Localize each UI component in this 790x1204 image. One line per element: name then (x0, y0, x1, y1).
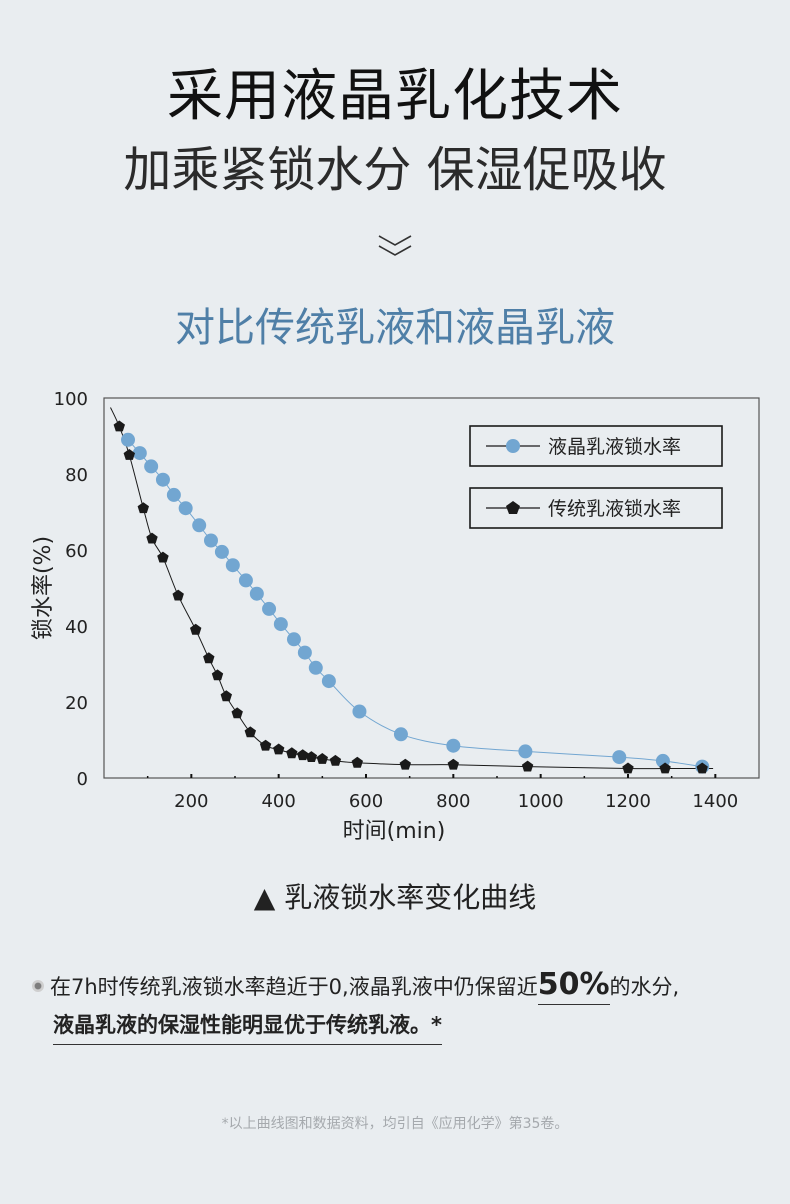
data-point-traditional (211, 669, 224, 681)
data-point-liquid-crystal (132, 446, 147, 461)
data-point-traditional (259, 739, 272, 751)
y-tick-label: 60 (65, 541, 88, 562)
section-heading: 对比传统乳液和液晶乳液 (175, 305, 615, 351)
legend-marker-circle (506, 439, 520, 453)
data-point-traditional (305, 751, 318, 762)
data-point-traditional (286, 747, 298, 759)
conclusion-text-after: 的水分, (609, 975, 680, 999)
chart-caption: ▲ 乳液锁水率变化曲线 (253, 881, 537, 914)
data-point-liquid-crystal (249, 586, 264, 601)
bullet-icon (32, 980, 44, 992)
data-point-liquid-crystal (144, 459, 159, 474)
data-point-liquid-crystal (308, 660, 323, 675)
data-point-traditional (273, 743, 285, 755)
data-point-liquid-crystal (192, 518, 207, 533)
x-tick-label: 800 (436, 791, 470, 812)
x-tick-label: 1200 (605, 791, 651, 812)
plot-area (103, 397, 760, 779)
data-point-liquid-crystal (121, 432, 136, 447)
x-tick-label: 200 (174, 791, 208, 812)
data-point-liquid-crystal (262, 601, 277, 616)
data-point-liquid-crystal (214, 544, 229, 559)
y-tick-label: 40 (65, 617, 88, 638)
data-point-traditional (399, 758, 411, 770)
data-point-liquid-crystal (321, 674, 336, 689)
data-point-traditional (123, 449, 135, 460)
data-point-liquid-crystal (273, 617, 288, 632)
y-tick-label: 80 (65, 465, 88, 486)
data-point-traditional (696, 762, 708, 774)
y-tick-label: 0 (77, 769, 88, 790)
legend-label-liquid-crystal: 液晶乳液锁水率 (548, 436, 681, 458)
chevron-down-icon (378, 235, 412, 256)
conclusion-text-before: 在7h时传统乳液锁水率趋近于0,液晶乳液中仍保留近 (50, 975, 538, 999)
y-tick-label: 100 (54, 389, 88, 410)
data-point-traditional (622, 762, 634, 774)
data-point-traditional (316, 753, 328, 764)
data-point-liquid-crystal (286, 632, 301, 647)
data-point-liquid-crystal (297, 645, 312, 660)
data-point-traditional (157, 551, 169, 563)
source-footnote: *以上曲线图和数据资料，均引自《应用化学》第35卷。 (221, 1116, 569, 1132)
page-subtitle: 加乘紧锁水分 保湿促吸收 (123, 142, 667, 198)
data-point-traditional (137, 502, 149, 514)
x-tick-label: 600 (349, 791, 383, 812)
x-tick-label: 1400 (692, 791, 738, 812)
data-point-liquid-crystal (178, 501, 193, 516)
data-point-traditional (659, 762, 671, 774)
data-point-liquid-crystal (518, 744, 533, 759)
data-point-liquid-crystal (446, 738, 461, 753)
data-point-traditional (521, 760, 534, 772)
legend-label-traditional: 传统乳液锁水率 (548, 498, 681, 520)
page-title: 采用液晶乳化技术 (167, 64, 623, 129)
data-point-liquid-crystal (155, 472, 170, 487)
data-point-traditional (244, 726, 256, 738)
x-axis-label: 时间(min) (343, 819, 446, 844)
legend-item-traditional: 传统乳液锁水率 (469, 487, 723, 529)
y-tick-label: 20 (65, 693, 88, 714)
highlight-percentage: 50% (537, 967, 610, 1005)
data-point-traditional (220, 690, 232, 702)
water-retention-chart: 0 20 40 60 80 100 200 400 600 800 1000 1200 1400 液晶… (31, 389, 760, 844)
conclusion-line-2: 液晶乳液的保湿性能明显优于传统乳液。* (53, 1006, 442, 1045)
data-point-traditional (329, 754, 342, 766)
data-point-traditional (351, 756, 363, 768)
conclusion-line-1: 在7h时传统乳液锁水率趋近于0,液晶乳液中仍保留近50%的水分, (32, 966, 772, 1006)
data-point-traditional (146, 532, 158, 544)
data-point-liquid-crystal (225, 558, 240, 573)
legend-item-liquid-crystal: 液晶乳液锁水率 (469, 425, 723, 467)
data-point-traditional (297, 749, 309, 761)
data-point-liquid-crystal (352, 704, 367, 719)
data-point-traditional (231, 707, 243, 719)
data-point-liquid-crystal (203, 533, 218, 548)
data-point-liquid-crystal (612, 750, 627, 765)
data-point-traditional (113, 420, 125, 432)
data-point-traditional (447, 758, 459, 770)
series-line-liquid-crystal (127, 439, 703, 768)
series-line-traditional (110, 407, 714, 770)
x-tick-label: 400 (261, 791, 295, 812)
x-tick-label: 1000 (518, 791, 564, 812)
data-point-traditional (190, 623, 202, 635)
legend-marker-pentagon (506, 501, 520, 514)
data-point-liquid-crystal (238, 573, 253, 588)
data-point-liquid-crystal (393, 727, 408, 742)
data-point-traditional (172, 589, 184, 601)
data-point-traditional (203, 652, 215, 664)
y-axis-label: 锁水率(%) (31, 536, 56, 640)
data-point-liquid-crystal (166, 487, 181, 502)
